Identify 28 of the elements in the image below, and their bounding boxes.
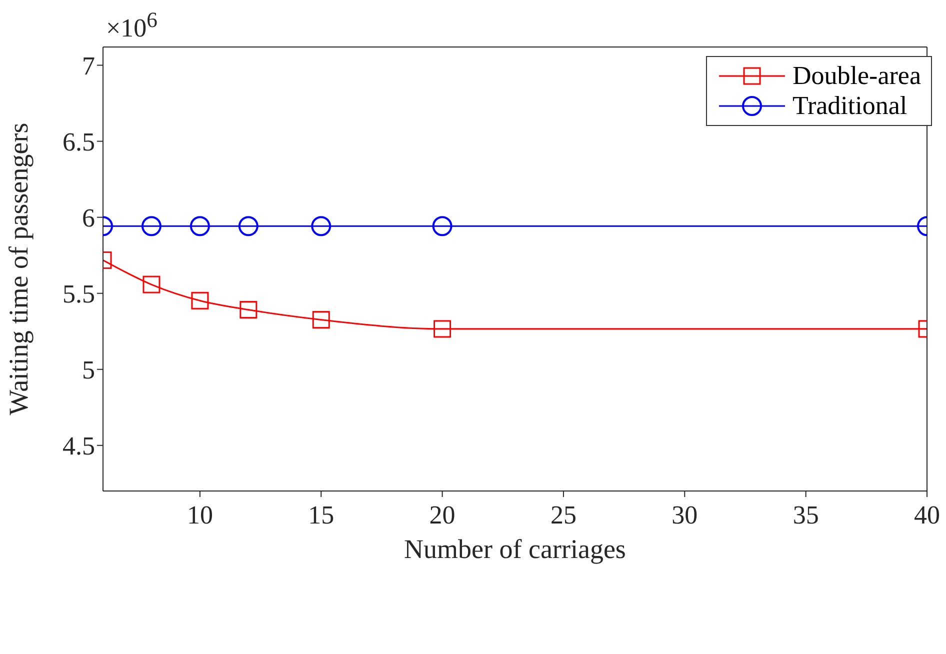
point bbox=[142, 276, 160, 294]
x-tick-label: 20 bbox=[429, 500, 456, 530]
point bbox=[311, 216, 332, 236]
legend-label: Traditional bbox=[792, 91, 908, 121]
point bbox=[312, 311, 330, 329]
y-axis-title: Waiting time of passengers bbox=[4, 122, 34, 416]
x-tick-label: 25 bbox=[550, 500, 576, 530]
y-tick-label: 5 bbox=[82, 356, 95, 385]
y-tick-label: 7 bbox=[82, 51, 95, 80]
y-tick-label: 4.5 bbox=[62, 432, 95, 461]
x-tick-label: 40 bbox=[914, 500, 940, 530]
y-tick-label: 6 bbox=[82, 204, 95, 233]
x-tick-label: 30 bbox=[672, 500, 698, 530]
x-tick-label: 10 bbox=[186, 500, 213, 530]
legend-label: Double-area bbox=[792, 61, 921, 91]
text: ×10$^{6}$ bbox=[106, 8, 158, 44]
x-axis-title: Number of carriages bbox=[404, 534, 626, 564]
x-tick-label: 35 bbox=[792, 500, 819, 530]
point bbox=[434, 320, 452, 338]
y-tick-label: 5.5 bbox=[62, 280, 95, 309]
point bbox=[191, 292, 209, 310]
y-tick-label: 6.5 bbox=[62, 128, 95, 157]
point bbox=[432, 216, 452, 236]
x-tick-label: 15 bbox=[308, 500, 334, 530]
point bbox=[190, 216, 210, 236]
point bbox=[238, 216, 258, 236]
point bbox=[141, 216, 162, 236]
point bbox=[240, 301, 258, 318]
